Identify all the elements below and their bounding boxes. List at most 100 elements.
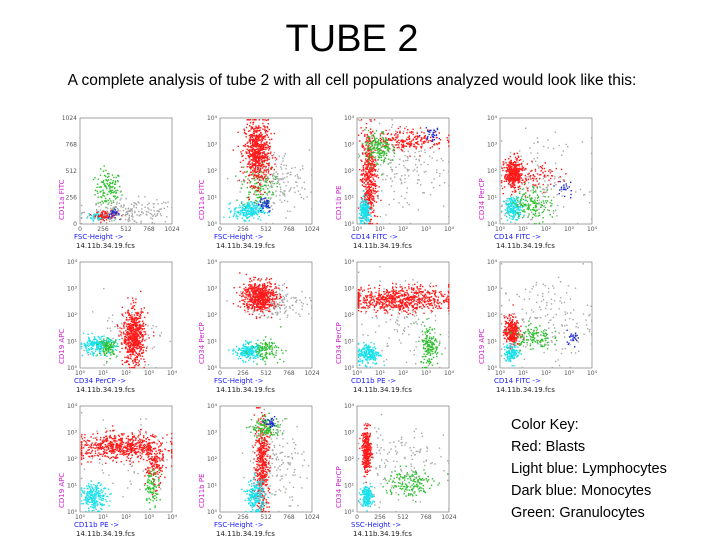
y-tick-label: 10² <box>344 456 355 463</box>
y-axis-label: CD11a FITC <box>58 179 66 220</box>
x-tick-label: 1024 <box>304 514 319 521</box>
population-dark-blue <box>262 416 276 428</box>
x-tick-label: 10¹ <box>98 514 109 521</box>
scatter-panel-6: 0 256 512 768 1024 10⁰ 10¹ 10² 10³ 10⁴ FSC-Height … <box>198 259 320 394</box>
x-tick-label: 256 <box>374 514 386 521</box>
y-tick-label: 10¹ <box>207 339 218 346</box>
x-tick-label: 10⁴ <box>167 370 178 377</box>
y-tick-label: 10⁴ <box>344 259 355 266</box>
y-tick-label: 10² <box>344 312 355 319</box>
y-tick-label: 10¹ <box>67 483 78 490</box>
y-tick-label: 10⁴ <box>344 115 355 122</box>
data-points <box>226 272 313 365</box>
population-green <box>512 182 555 225</box>
y-tick-label: 1024 <box>62 115 77 122</box>
x-tick-label: 10¹ <box>375 226 386 233</box>
y-tick-label: 10⁴ <box>67 403 78 410</box>
y-axis-label: CD11b PE <box>198 474 206 509</box>
x-tick-label: 10³ <box>421 226 432 233</box>
x-tick-label: 10¹ <box>518 226 529 233</box>
population-red <box>357 282 450 317</box>
population-green <box>143 468 163 510</box>
x-tick-label: 10⁰ <box>352 226 363 233</box>
x-tick-label: 10² <box>541 226 552 233</box>
y-tick-label: 10² <box>67 312 78 319</box>
y-axis-label: CD19 APC <box>478 329 486 364</box>
x-tick-label: 1024 <box>304 226 319 233</box>
x-tick-label: 768 <box>283 514 295 521</box>
y-tick-label: 10¹ <box>207 483 218 490</box>
y-axis-label: CD19 APC <box>58 329 66 364</box>
file-label: 14.11b.34.19.fcs <box>76 386 135 394</box>
x-tick-label: 10⁴ <box>587 226 598 233</box>
x-tick-label: 10¹ <box>98 370 109 377</box>
x-tick-label: 10² <box>541 370 552 377</box>
x-tick-label: 512 <box>260 370 272 377</box>
x-axis-label: CD14 FITC -> <box>351 233 398 241</box>
data-points <box>357 119 450 225</box>
file-label: 14.11b.34.19.fcs <box>353 386 412 394</box>
data-points <box>80 412 173 513</box>
plot-frame <box>79 261 173 369</box>
y-tick-label: 10¹ <box>344 483 355 490</box>
x-tick-label: 512 <box>260 514 272 521</box>
color-key-granulocytes: Green: Granulocytes <box>511 505 645 521</box>
y-tick-label: 10³ <box>67 286 78 293</box>
y-tick-label: 10² <box>207 168 218 175</box>
y-tick-label: 10⁰ <box>207 221 218 228</box>
y-tick-label: 10⁴ <box>487 115 498 122</box>
y-tick-label: 10² <box>207 312 218 319</box>
file-label: 14.11b.34.19.fcs <box>76 242 135 250</box>
y-tick-label: 768 <box>66 142 78 149</box>
plot-frame <box>219 117 313 225</box>
x-axis-label: SSC-Height -> <box>351 521 401 529</box>
x-axis-label: FSC-Height -> <box>214 521 264 529</box>
y-tick-label: 10⁴ <box>207 403 218 410</box>
y-tick-label: 0 <box>73 221 77 228</box>
x-axis-label: FSC-Height -> <box>214 377 264 385</box>
y-tick-label: 10⁴ <box>487 259 498 266</box>
x-tick-label: 0 <box>355 514 359 521</box>
y-tick-label: 10⁰ <box>487 221 498 228</box>
color-key-blasts: Red: Blasts <box>511 439 586 455</box>
x-tick-label: 256 <box>237 226 249 233</box>
y-tick-label: 10³ <box>344 142 355 149</box>
x-tick-label: 1024 <box>164 226 179 233</box>
data-points <box>241 407 310 513</box>
y-tick-label: 10⁰ <box>487 365 498 372</box>
y-tick-label: 10⁰ <box>67 365 78 372</box>
x-tick-label: 512 <box>397 514 409 521</box>
x-tick-label: 10² <box>398 226 409 233</box>
y-tick-label: 10³ <box>487 286 498 293</box>
population-dark-blue <box>419 127 441 142</box>
y-axis-label: CD11a FITC <box>198 179 206 220</box>
x-axis-label: CD11b PE -> <box>351 377 396 385</box>
x-tick-label: 0 <box>218 514 222 521</box>
y-tick-label: 10² <box>67 456 78 463</box>
scatter-panel-7: 10⁰ 10¹ 10² 10³ 10⁴ 10⁰ 10¹ 10² 10³ 10⁴ CD11b PE -… <box>335 259 455 394</box>
population-green <box>358 128 396 176</box>
x-tick-label: 10⁰ <box>75 370 86 377</box>
x-tick-label: 768 <box>283 226 295 233</box>
y-tick-label: 10¹ <box>487 195 498 202</box>
y-tick-label: 10⁴ <box>207 115 218 122</box>
population-gray <box>80 190 173 225</box>
color-key-monocytes: Dark blue: Monocytes <box>511 483 652 499</box>
x-tick-label: 768 <box>420 514 432 521</box>
scatter-panel-4: 10⁰ 10¹ 10² 10³ 10⁴ 10⁰ 10¹ 10² 10³ 10⁴ CD14 FITC … <box>478 115 598 250</box>
population-green <box>382 465 449 503</box>
x-tick-label: 10² <box>398 370 409 377</box>
y-tick-label: 10¹ <box>344 195 355 202</box>
y-tick-label: 10⁴ <box>344 403 355 410</box>
file-label: 14.11b.34.19.fcs <box>216 530 275 538</box>
population-dark-blue <box>553 181 572 199</box>
y-tick-label: 10⁰ <box>344 221 355 228</box>
y-tick-label: 10³ <box>487 142 498 149</box>
x-tick-label: 10³ <box>421 370 432 377</box>
scatter-panel-11: 0 256 512 768 1024 10⁰ 10¹ 10² 10³ 10⁴ SSC-Height … <box>335 403 457 538</box>
x-tick-label: 256 <box>97 226 109 233</box>
file-label: 14.11b.34.19.fcs <box>353 242 412 250</box>
x-axis-label: CD14 FITC -> <box>494 377 541 385</box>
population-red <box>511 160 567 194</box>
